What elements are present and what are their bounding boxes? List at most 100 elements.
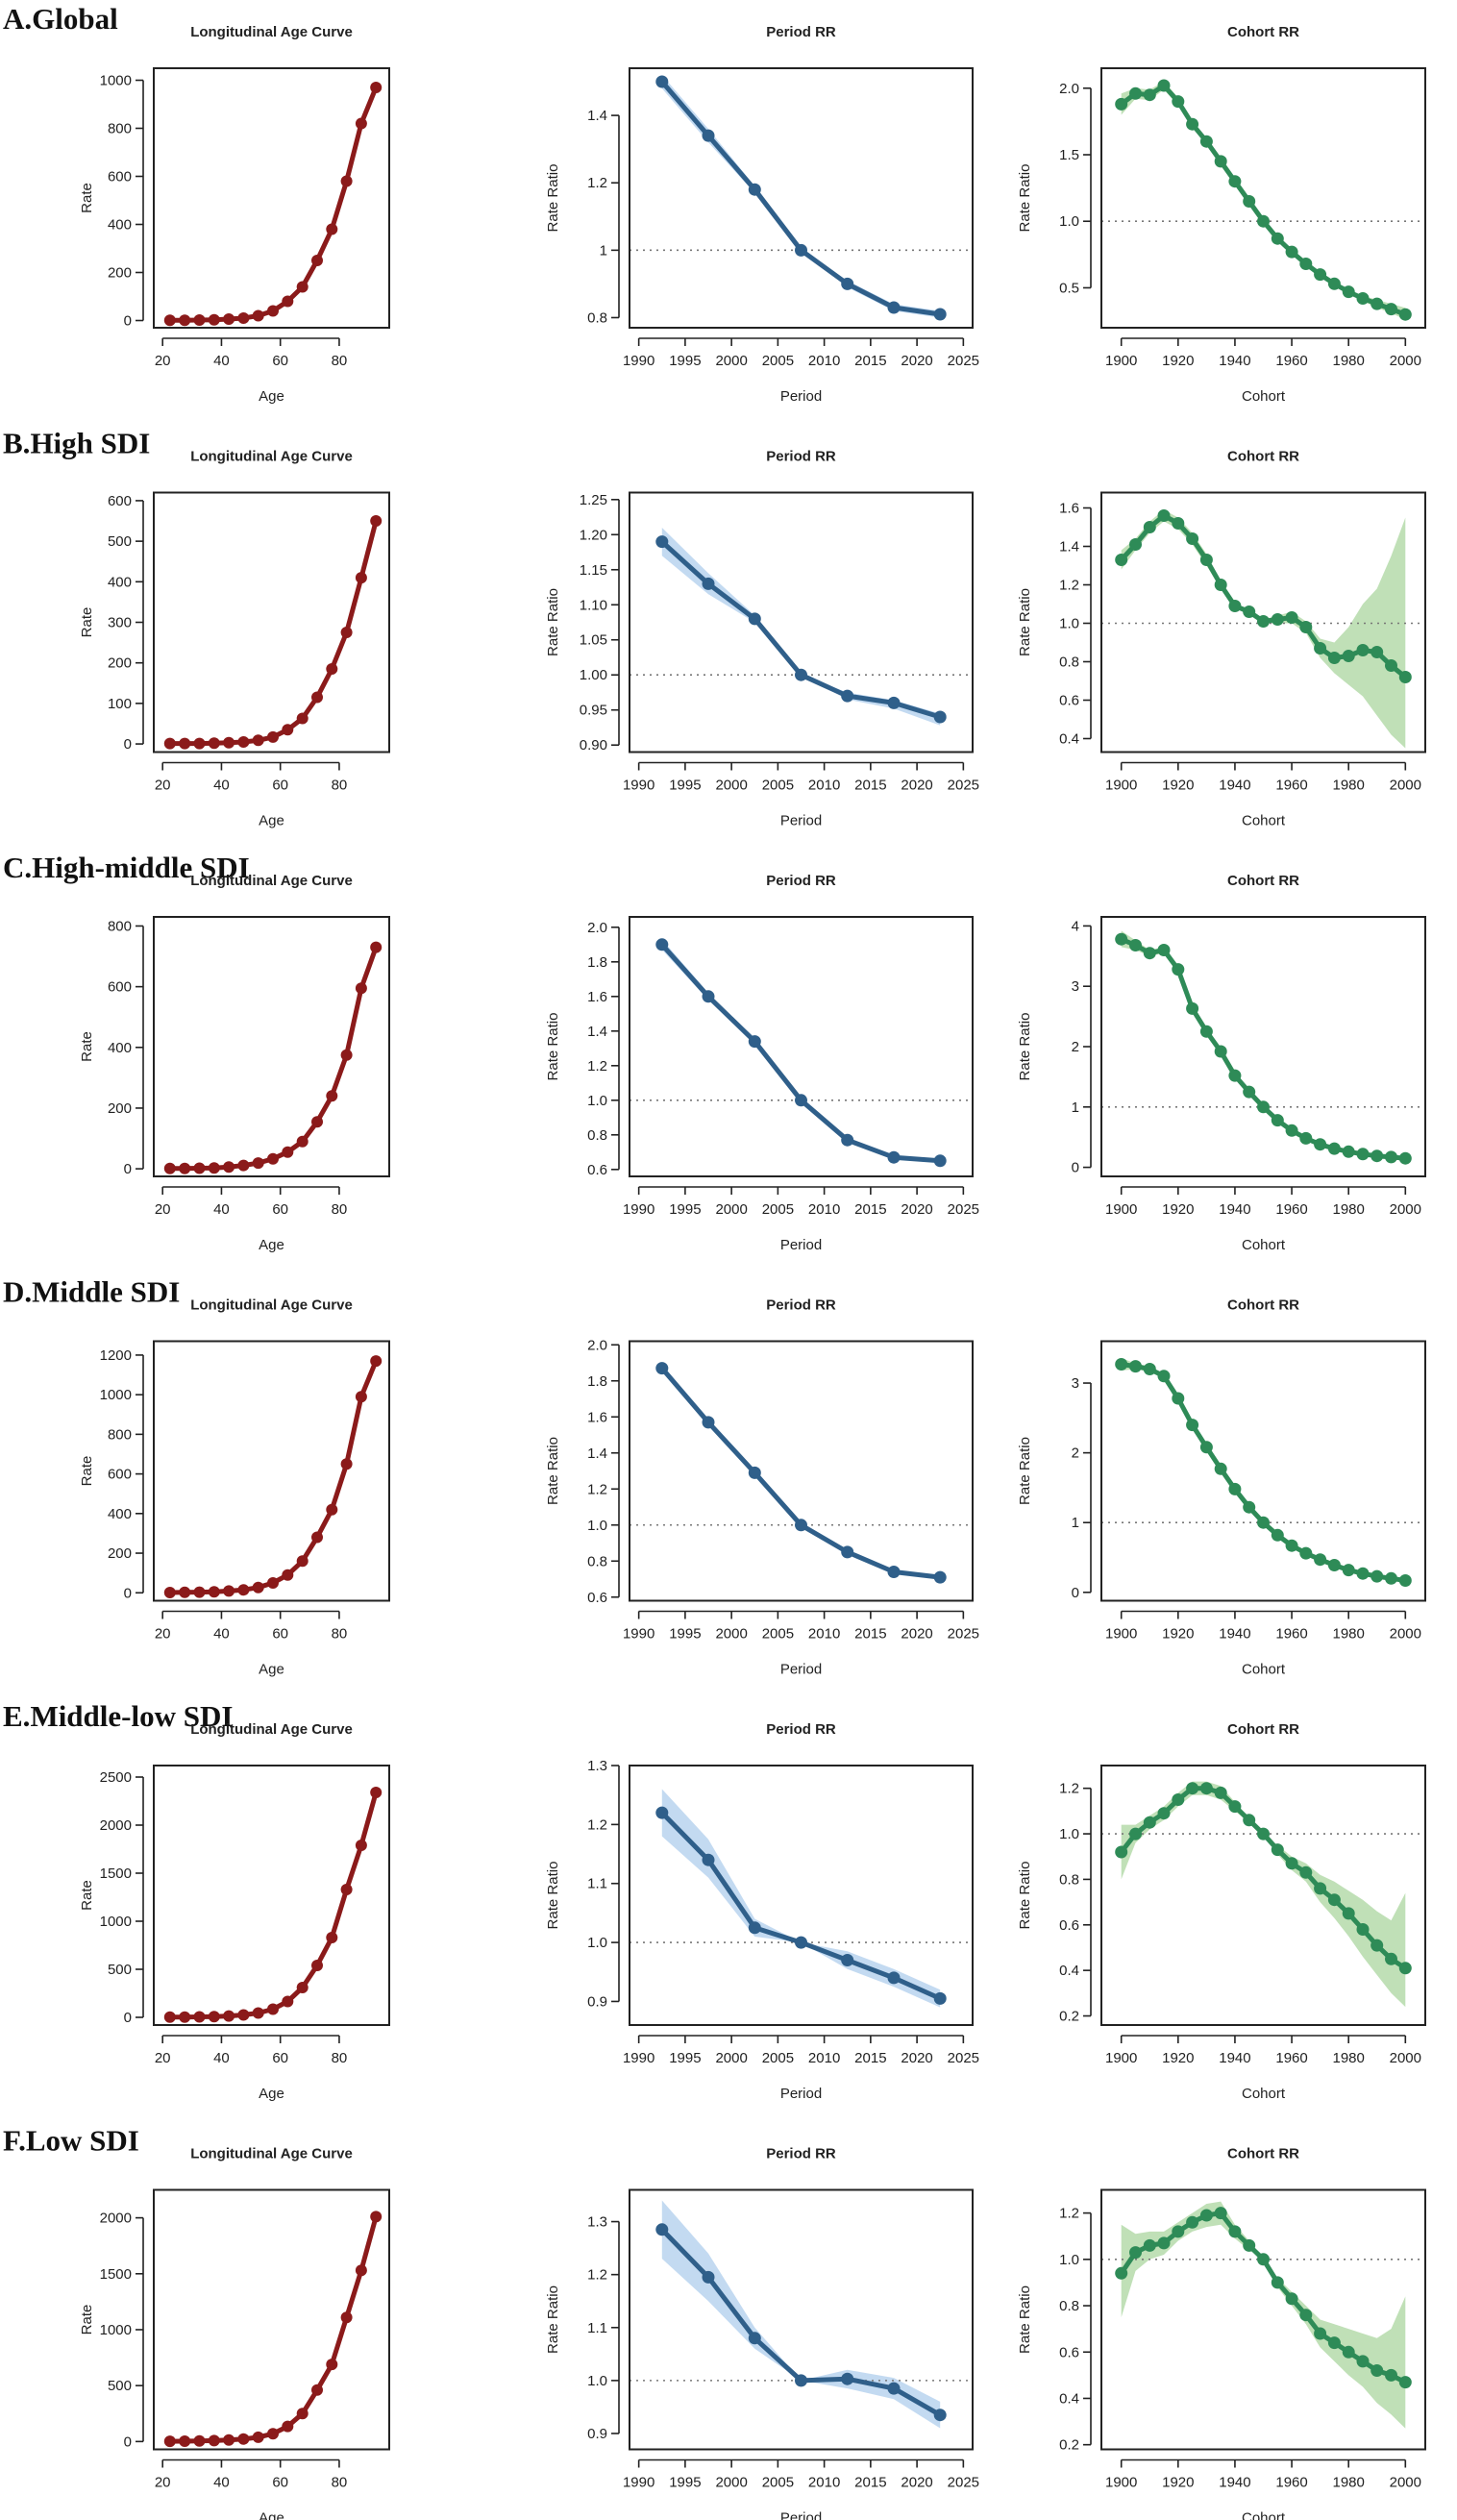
x-tick-label: 1960	[1275, 1626, 1307, 1643]
age-point	[193, 1162, 206, 1174]
cohort-point	[1271, 613, 1284, 626]
x-tick-label: 2025	[948, 1201, 979, 1218]
period-y-axis-label: Rate Ratio	[545, 164, 561, 233]
age-y-axis: 0 200 400 600 800 1000 1200 Rate	[79, 1347, 144, 1601]
age-point	[267, 730, 279, 743]
cohort-y-axis: 0.2 0.4 0.6 0.8 1.0 1.2 Rate Ratio	[1017, 2206, 1092, 2454]
x-tick-label: 40	[213, 778, 230, 794]
x-tick-label: 1920	[1162, 1201, 1194, 1218]
age-point	[326, 1503, 338, 1516]
y-tick-label: 0.2	[1059, 2437, 1079, 2454]
period-point	[841, 277, 854, 290]
cohort-point	[1243, 1500, 1256, 1514]
cohort-point	[1143, 521, 1156, 533]
x-tick-label: 60	[272, 1626, 288, 1643]
age-x-axis-label: Age	[259, 388, 284, 405]
x-tick-label: 2000	[1390, 1626, 1421, 1643]
x-tick-label: 40	[213, 2050, 230, 2066]
x-tick-label: 2025	[948, 353, 979, 369]
section-name: Global	[32, 2, 118, 36]
age-point	[208, 2434, 220, 2447]
x-tick-label: 80	[332, 778, 348, 794]
cohort-point	[1228, 1800, 1242, 1814]
y-tick-label: 0	[1072, 1160, 1079, 1176]
age-point	[179, 1162, 191, 1174]
age-point	[326, 223, 338, 235]
y-tick-label: 0.5	[1059, 280, 1079, 296]
x-tick-label: 1960	[1275, 778, 1307, 794]
cohort-point	[1172, 2225, 1185, 2238]
period-panel-title: Period RR	[766, 24, 836, 40]
x-tick-label: 1980	[1332, 1201, 1364, 1218]
age-point	[223, 1161, 235, 1174]
cohort-panel-title: Cohort RR	[1227, 1297, 1299, 1314]
cohort-point	[1271, 2276, 1284, 2289]
period-point	[841, 689, 854, 703]
y-tick-label: 1000	[100, 2322, 132, 2338]
period-plot-frame	[629, 1340, 974, 1602]
cohort-point	[1186, 1419, 1199, 1432]
period-y-axis-label: Rate Ratio	[545, 588, 561, 656]
y-tick-label: 1.5	[1059, 147, 1079, 163]
x-tick-label: 2020	[901, 2050, 932, 2066]
x-tick-label: 2010	[808, 1626, 840, 1643]
age-plot-frame	[153, 1340, 390, 1602]
cohort-point	[1186, 532, 1199, 545]
age-x-axis: 20 40 60 80 Age	[155, 761, 348, 829]
y-tick-label: 0.6	[1059, 2344, 1079, 2360]
cohort-point	[1243, 605, 1256, 618]
cohort-point	[1385, 303, 1397, 316]
age-panel-title: Longitudinal Age Curve	[190, 1721, 353, 1738]
cohort-point	[1356, 1148, 1370, 1161]
cohort-point	[1115, 1358, 1128, 1371]
cohort-point	[1143, 1816, 1156, 1829]
section-name: Middle SDI	[32, 1275, 180, 1309]
period-panel: Period RR 0.8 1 1.2 1.4 Rate Ratio 1990 1995 200…	[545, 24, 979, 405]
period-confidence-band	[661, 939, 941, 1162]
cohort-point	[1371, 646, 1384, 658]
cohort-point	[1143, 2238, 1156, 2252]
y-tick-label: 400	[108, 1506, 132, 1522]
period-point	[702, 129, 715, 142]
x-tick-label: 1940	[1219, 1626, 1250, 1643]
cohort-point	[1199, 554, 1213, 566]
y-tick-label: 3	[1072, 978, 1079, 995]
age-x-axis-label: Age	[259, 813, 284, 829]
cohort-point	[1285, 1539, 1298, 1552]
age-point	[296, 1555, 309, 1568]
cohort-point	[1314, 642, 1327, 655]
cohort-point	[1299, 1546, 1313, 1560]
cohort-point	[1285, 1124, 1298, 1137]
age-point	[163, 737, 176, 750]
period-confidence-band	[661, 75, 941, 318]
age-plot-frame	[153, 67, 390, 329]
age-point	[370, 1355, 383, 1368]
y-tick-label: 1.6	[587, 1409, 607, 1425]
x-tick-label: 1960	[1275, 353, 1307, 369]
age-plot-frame	[153, 1765, 390, 2026]
age-point	[340, 1049, 353, 1061]
age-point	[282, 1146, 294, 1158]
period-x-axis: 1990 1995 2000 2005 2010 2015 2020 2025 Period	[623, 2458, 979, 2520]
y-tick-label: 3	[1072, 1375, 1079, 1392]
cohort-point	[1199, 135, 1213, 148]
x-tick-label: 1920	[1162, 778, 1194, 794]
x-tick-label: 2000	[715, 2475, 747, 2491]
cohort-point	[1129, 939, 1142, 951]
age-point	[163, 1587, 176, 1598]
age-point	[296, 1982, 309, 1993]
y-tick-label: 1.4	[587, 108, 607, 124]
cohort-y-axis-label: Rate Ratio	[1017, 1437, 1033, 1505]
period-point	[655, 535, 669, 549]
y-tick-label: 0.6	[1059, 1917, 1079, 1934]
cohort-point	[1243, 1085, 1256, 1099]
age-point	[370, 515, 383, 527]
cohort-point	[1157, 1807, 1171, 1820]
age-point	[267, 1152, 279, 1165]
age-point	[223, 2434, 235, 2446]
period-plot-frame	[629, 1765, 974, 2026]
period-panel: Period RR 0.90 0.95 1.00 1.05 1.10 1.15 1.20 1.2…	[545, 449, 979, 829]
